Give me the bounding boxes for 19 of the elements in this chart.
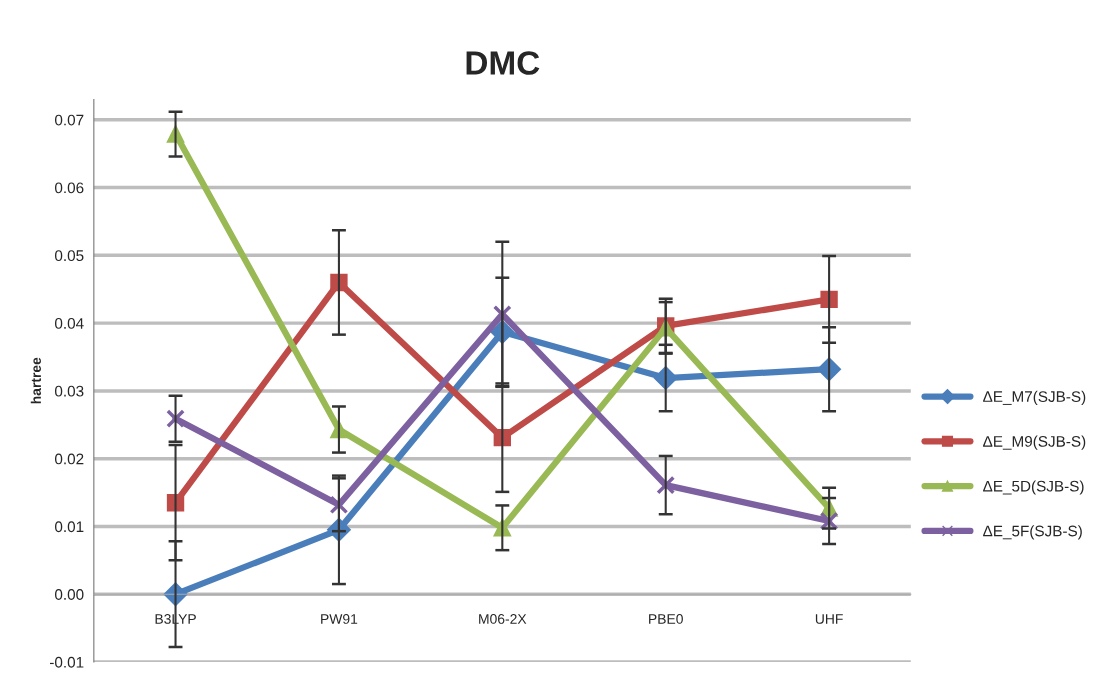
y-tick-label: 0.00 (54, 589, 84, 600)
y-tick-label: 0.07 (54, 114, 84, 126)
y-tick-label: -0.01 (49, 656, 84, 668)
y-tick-label: 0.03 (54, 385, 84, 397)
y-tick-label: 0.05 (54, 250, 84, 262)
legend-label: ΔE_M9(SJB-S) (983, 435, 1086, 450)
y-tick-label: 0.02 (54, 453, 84, 465)
x-tick-label: UHF (815, 614, 843, 624)
legend-label: ΔE_5F(SJB-S) (983, 525, 1082, 540)
chart-title: DMC (466, 51, 540, 75)
y-tick-label: 0.06 (54, 182, 84, 194)
legend-label: ΔE_M7(SJB-S) (983, 390, 1086, 406)
y-tick-label: 0.01 (54, 521, 84, 533)
x-tick-label: PW91 (321, 614, 358, 624)
y-axis-title: hartree (30, 357, 41, 404)
x-tick-label: PBE0 (649, 614, 683, 624)
y-tick-label: 0.04 (54, 317, 84, 329)
legend-label: ΔE_5D(SJB-S) (983, 480, 1084, 495)
x-tick-label: M06-2X (479, 614, 527, 624)
